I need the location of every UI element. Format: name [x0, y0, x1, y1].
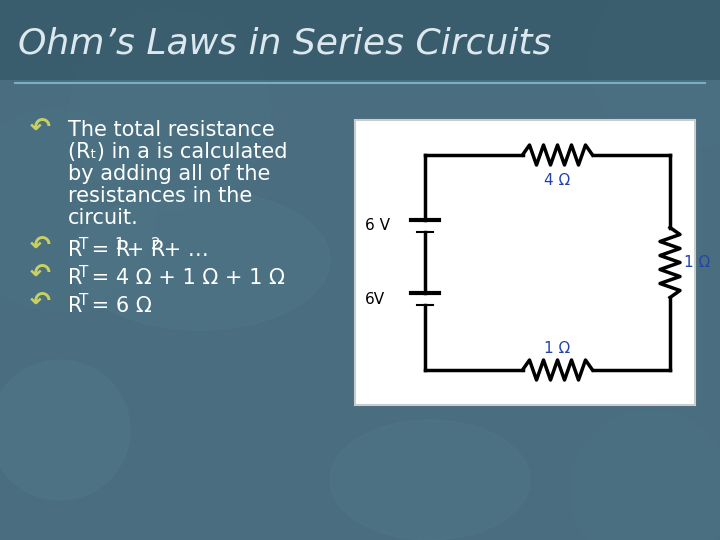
- Text: T: T: [79, 265, 89, 280]
- Ellipse shape: [330, 420, 530, 540]
- Text: ↶: ↶: [30, 234, 51, 258]
- Text: 1 Ω: 1 Ω: [684, 255, 710, 270]
- Circle shape: [0, 360, 130, 500]
- Text: = 6 Ω: = 6 Ω: [85, 296, 152, 316]
- Text: ↶: ↶: [30, 290, 51, 314]
- Circle shape: [570, 410, 720, 540]
- Text: 1 Ω: 1 Ω: [544, 341, 571, 356]
- Text: ↶: ↶: [30, 116, 51, 140]
- Text: The total resistance: The total resistance: [68, 120, 275, 140]
- Text: = 4 Ω + 1 Ω + 1 Ω: = 4 Ω + 1 Ω + 1 Ω: [85, 268, 285, 288]
- Text: by adding all of the: by adding all of the: [68, 164, 271, 184]
- Text: R: R: [68, 268, 82, 288]
- Circle shape: [70, 10, 270, 210]
- Ellipse shape: [70, 190, 330, 330]
- Text: + …: + …: [157, 240, 209, 260]
- Text: 1: 1: [114, 237, 124, 252]
- Text: resistances in the: resistances in the: [68, 186, 252, 206]
- Text: 6V: 6V: [365, 292, 385, 307]
- Bar: [355, 120, 695, 405]
- Circle shape: [590, 0, 720, 150]
- Text: R: R: [68, 240, 82, 260]
- Text: circuit.: circuit.: [68, 208, 139, 228]
- Text: + R: + R: [120, 240, 166, 260]
- Text: R: R: [68, 296, 82, 316]
- Text: 6 V: 6 V: [365, 219, 390, 233]
- Text: ↶: ↶: [30, 262, 51, 286]
- Circle shape: [0, 110, 155, 310]
- Polygon shape: [0, 0, 720, 80]
- Text: = R: = R: [85, 240, 130, 260]
- Text: 2: 2: [151, 237, 161, 252]
- Text: Ohm’s Laws in Series Circuits: Ohm’s Laws in Series Circuits: [18, 26, 552, 60]
- Text: 4 Ω: 4 Ω: [544, 173, 571, 188]
- Text: T: T: [79, 237, 89, 252]
- Text: T: T: [79, 293, 89, 308]
- Text: (Rₜ) in a is calculated: (Rₜ) in a is calculated: [68, 142, 287, 162]
